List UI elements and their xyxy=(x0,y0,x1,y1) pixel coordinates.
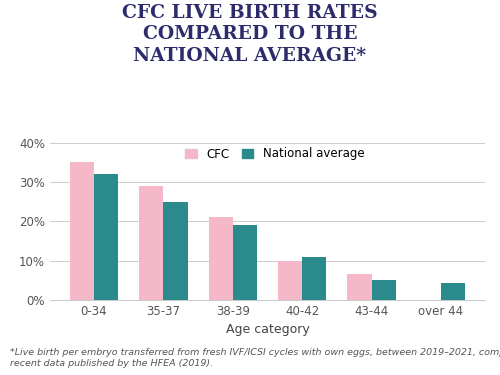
Bar xyxy=(372,279,396,300)
Bar xyxy=(302,256,326,300)
Bar xyxy=(233,225,257,300)
Bar xyxy=(164,202,188,300)
Text: CFC LIVE BIRTH RATES
COMPARED TO THE
NATIONAL AVERAGE*: CFC LIVE BIRTH RATES COMPARED TO THE NAT… xyxy=(122,4,378,65)
Text: *Live birth per embryo transferred from fresh IVF/ICSI cycles with own eggs, bet: *Live birth per embryo transferred from … xyxy=(10,348,500,368)
Bar xyxy=(94,174,118,300)
Bar xyxy=(441,283,465,300)
Bar xyxy=(348,274,372,300)
Bar xyxy=(278,261,302,300)
X-axis label: Age category: Age category xyxy=(226,323,310,336)
Bar xyxy=(208,217,233,300)
Bar xyxy=(139,186,164,300)
Legend: CFC, National average: CFC, National average xyxy=(180,143,369,165)
Bar xyxy=(70,162,94,300)
